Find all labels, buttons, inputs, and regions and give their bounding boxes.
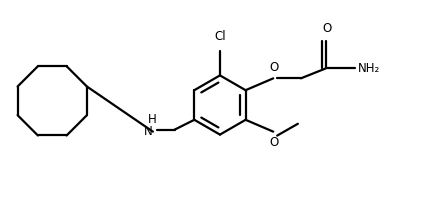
Text: N: N: [144, 125, 152, 138]
Text: O: O: [321, 22, 330, 35]
Text: Cl: Cl: [214, 30, 225, 43]
Text: O: O: [269, 61, 278, 74]
Text: O: O: [269, 136, 278, 149]
Text: H: H: [147, 113, 156, 126]
Text: NH₂: NH₂: [357, 62, 379, 75]
